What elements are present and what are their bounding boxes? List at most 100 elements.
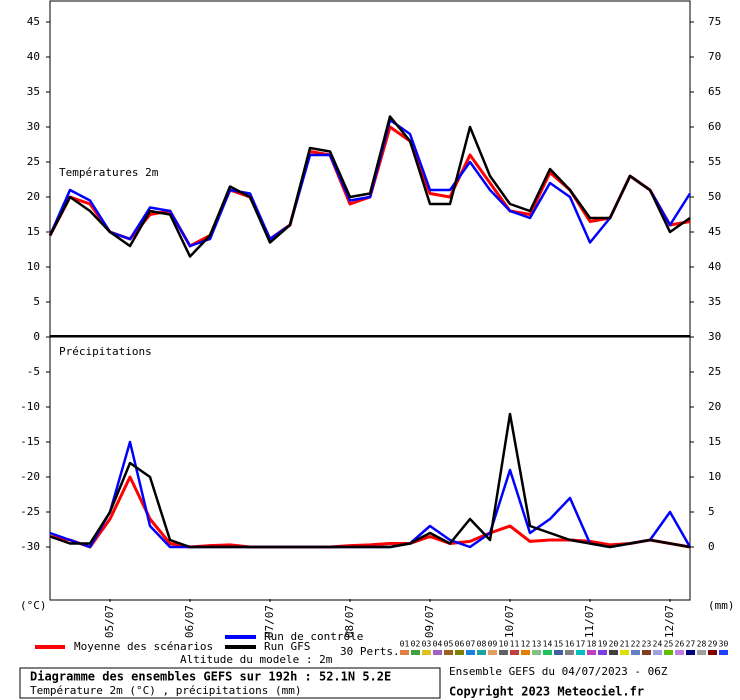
y-tick-label: 0 <box>33 330 40 343</box>
pert-swatch <box>510 650 519 655</box>
pert-label: 22 <box>631 640 641 649</box>
series-line <box>49 412 691 549</box>
y2-tick-label: 60 <box>708 120 721 133</box>
x-tick-label: 08/07 <box>343 605 356 638</box>
pert-swatch <box>598 650 607 655</box>
y-tick-label: -5 <box>27 365 40 378</box>
y2-tick-label: 5 <box>708 505 715 518</box>
pert-swatch <box>576 650 585 655</box>
footer-subtitle: Température 2m (°C) , précipitations (mm… <box>30 684 302 697</box>
y-tick-label: 20 <box>27 190 40 203</box>
pert-label: 07 <box>466 640 476 649</box>
y-tick-label: 10 <box>27 260 40 273</box>
temperature-title: Températures 2m <box>59 166 159 179</box>
pert-swatch <box>719 650 728 655</box>
footer-title: Diagramme des ensembles GEFS sur 192h : … <box>30 670 391 684</box>
y2-tick-label: 35 <box>708 295 721 308</box>
pert-swatch <box>444 650 453 655</box>
pert-swatch <box>697 650 706 655</box>
y-tick-label: -15 <box>20 435 40 448</box>
pert-label: 23 <box>642 640 652 649</box>
pert-swatch <box>642 650 651 655</box>
y-tick-label: 35 <box>27 85 40 98</box>
pert-label: 27 <box>686 640 696 649</box>
x-tick-label: 06/07 <box>183 605 196 638</box>
pert-label: 13 <box>532 640 542 649</box>
y-tick-label: -30 <box>20 540 40 553</box>
pert-label: 05 <box>444 640 454 649</box>
pert-swatch <box>532 650 541 655</box>
y-axis-unit: (°C) <box>20 599 47 612</box>
pert-swatch <box>422 650 431 655</box>
pert-swatch <box>477 650 486 655</box>
pert-swatch <box>565 650 574 655</box>
pert-label: 03 <box>422 640 432 649</box>
y2-tick-label: 45 <box>708 225 721 238</box>
pert-label: 30 <box>719 640 729 649</box>
pert-label: 04 <box>433 640 443 649</box>
pert-label: 10 <box>499 640 509 649</box>
pert-swatch <box>433 650 442 655</box>
x-tick-label: 05/07 <box>103 605 116 638</box>
pert-label: 26 <box>675 640 685 649</box>
pert-swatch <box>609 650 618 655</box>
pert-swatch <box>587 650 596 655</box>
y2-tick-label: 50 <box>708 190 721 203</box>
footer-box <box>19 667 441 699</box>
pert-swatch <box>620 650 629 655</box>
y-tick-label: 45 <box>27 15 40 28</box>
series-line <box>48 125 691 248</box>
pert-label: 20 <box>609 640 619 649</box>
y2-tick-label: 10 <box>708 470 721 483</box>
pert-swatch <box>708 650 717 655</box>
pert-swatch <box>675 650 684 655</box>
precip-title: Précipitations <box>59 345 152 358</box>
y2-tick-label: 40 <box>708 260 721 273</box>
series-line <box>48 118 692 248</box>
pert-label: 06 <box>455 640 465 649</box>
pert-label: 09 <box>488 640 498 649</box>
pert-label: 12 <box>521 640 531 649</box>
y2-tick-label: 70 <box>708 50 721 63</box>
pert-label: 25 <box>664 640 674 649</box>
pert-swatch <box>664 650 673 655</box>
series-line <box>49 440 692 549</box>
pert-swatch <box>455 650 464 655</box>
pert-swatch <box>653 650 662 655</box>
x-tick-label: 09/07 <box>423 605 436 638</box>
y-tick-label: -20 <box>20 470 40 483</box>
footer-run: Ensemble GEFS du 04/07/2023 - 06Z <box>449 665 668 678</box>
legend-label: Run de contrôle <box>264 630 363 643</box>
pert-label: 17 <box>576 640 586 649</box>
y2-tick-label: 20 <box>708 400 721 413</box>
pert-swatch <box>554 650 563 655</box>
y2-tick-label: 75 <box>708 15 721 28</box>
y-tick-label: -10 <box>20 400 40 413</box>
pert-label: 02 <box>411 640 421 649</box>
y-tick-label: -25 <box>20 505 40 518</box>
pert-swatch <box>466 650 475 655</box>
y-tick-label: 15 <box>27 225 40 238</box>
y2-tick-label: 25 <box>708 365 721 378</box>
pert-label: 29 <box>708 640 718 649</box>
y-tick-label: 40 <box>27 50 40 63</box>
y-tick-label: 5 <box>33 295 40 308</box>
pert-swatch <box>521 650 530 655</box>
pert-label: 24 <box>653 640 663 649</box>
y2-tick-label: 65 <box>708 85 721 98</box>
pert-label: 14 <box>543 640 553 649</box>
pert-label: 18 <box>587 640 597 649</box>
y2-tick-label: 15 <box>708 435 721 448</box>
pert-swatch <box>631 650 640 655</box>
pert-label: 16 <box>565 640 575 649</box>
pert-swatch <box>499 650 508 655</box>
y2-axis-unit: (mm) <box>708 599 735 612</box>
y2-tick-label: 55 <box>708 155 721 168</box>
pert-swatch <box>686 650 695 655</box>
y-tick-label: 30 <box>27 120 40 133</box>
x-tick-label: 12/07 <box>663 605 676 638</box>
y2-tick-label: 0 <box>708 540 715 553</box>
footer-copyright: Copyright 2023 Meteociel.fr <box>449 685 644 699</box>
pert-label: 21 <box>620 640 630 649</box>
